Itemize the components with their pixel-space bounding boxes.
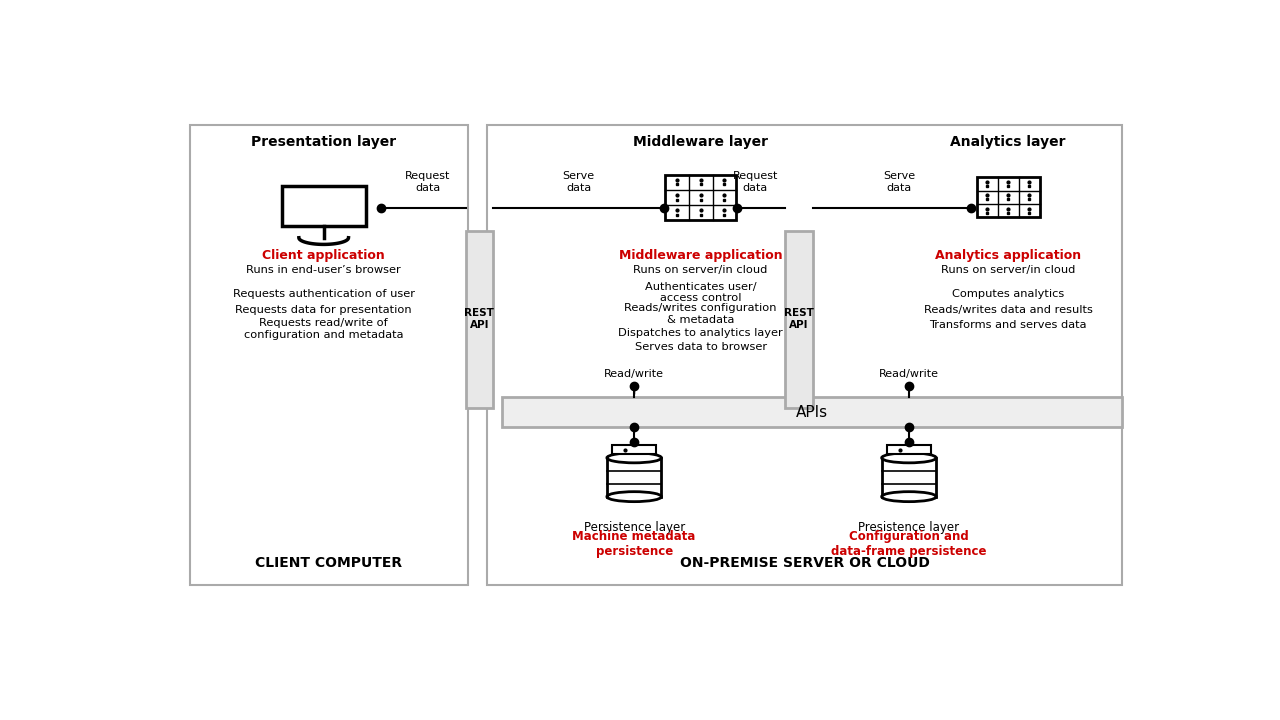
Text: Middleware layer: Middleware layer [634,135,768,149]
Text: Client application: Client application [262,249,385,262]
Text: Middleware application: Middleware application [618,249,782,262]
Bar [664,174,736,220]
Text: Presistence layer: Presistence layer [859,521,960,534]
Text: Read/write: Read/write [879,369,940,379]
Text: CLIENT COMPUTER: CLIENT COMPUTER [255,556,402,570]
Bar [466,230,493,408]
Text: Presentation layer: Presentation layer [251,135,397,149]
Text: Transforms and serves data: Transforms and serves data [929,320,1087,330]
Ellipse shape [882,453,936,463]
Ellipse shape [882,492,936,502]
Text: Runs in end-user’s browser: Runs in end-user’s browser [246,266,401,276]
Bar [887,445,931,454]
Bar [607,458,662,497]
Text: APIs: APIs [796,405,828,420]
Bar [785,230,813,408]
Text: Request
data: Request data [406,171,451,193]
Text: Reads/writes configuration
& metadata: Reads/writes configuration & metadata [625,303,777,325]
Text: Computes analytics: Computes analytics [952,289,1064,300]
Text: REST
API: REST API [465,308,494,330]
Bar [502,397,1123,428]
Bar [282,186,366,225]
Text: Requests data for presentation: Requests data for presentation [236,305,412,315]
Text: Reads/writes data and results: Reads/writes data and results [924,305,1093,315]
Text: Analytics application: Analytics application [936,249,1082,262]
Text: Persistence layer: Persistence layer [584,521,685,534]
Text: Serves data to browser: Serves data to browser [635,342,767,352]
Text: Request
data: Request data [732,171,778,193]
Bar [882,458,936,497]
Text: Requests authentication of user: Requests authentication of user [233,289,415,300]
Text: REST
API: REST API [783,308,814,330]
Text: Authenticates user/
access control: Authenticates user/ access control [645,282,756,303]
Text: Machine metadata
persistence: Machine metadata persistence [572,530,696,558]
Text: Configuration and
data-frame persistence: Configuration and data-frame persistence [831,530,987,558]
Text: Serve
data: Serve data [563,171,595,193]
Bar [612,445,657,454]
Text: Serve
data: Serve data [883,171,915,193]
Text: Dispatches to analytics layer: Dispatches to analytics layer [618,328,783,338]
Text: Read/write: Read/write [604,369,664,379]
Bar [977,177,1039,217]
Text: ON-PREMISE SERVER OR CLOUD: ON-PREMISE SERVER OR CLOUD [680,556,929,570]
Text: Runs on server/in cloud: Runs on server/in cloud [941,266,1075,276]
Text: Analytics layer: Analytics layer [951,135,1066,149]
Bar [189,125,467,585]
Text: Requests read/write of
configuration and metadata: Requests read/write of configuration and… [244,318,403,340]
Ellipse shape [607,453,662,463]
Text: Runs on server/in cloud: Runs on server/in cloud [634,266,768,276]
Ellipse shape [607,492,662,502]
Bar [488,125,1123,585]
